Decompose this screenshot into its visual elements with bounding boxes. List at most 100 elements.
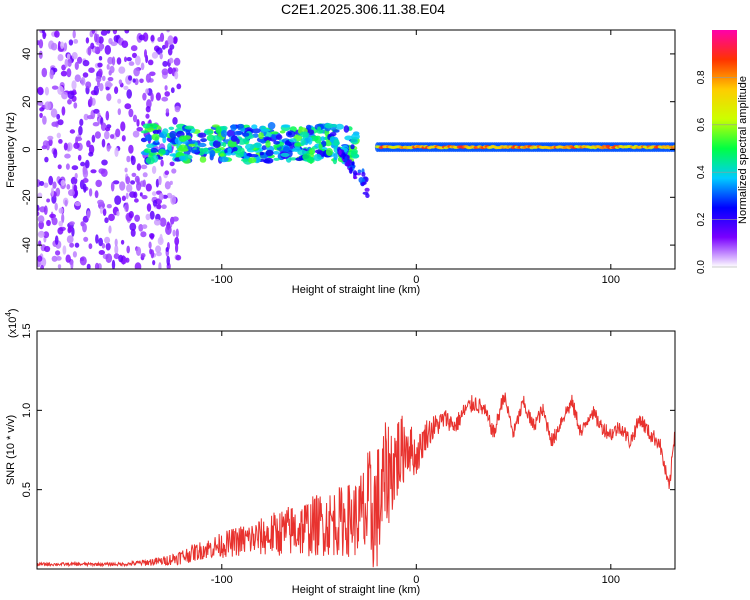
noise-cell [79,256,87,266]
colorbar-axis: 0.0 0.2 0.4 0.6 0.8 [696,70,737,274]
noise-cell [37,211,40,216]
y-tick-label: 0 [21,146,33,152]
band-cell [143,148,152,153]
band-cell [350,144,355,150]
noise-cell [114,147,119,158]
noise-cell [82,223,87,233]
noise-cell [72,30,76,39]
noise-cell [132,130,140,138]
noise-cell [142,92,147,101]
noise-cell [68,189,75,197]
noise-cell [128,61,135,66]
noise-cell [117,108,122,116]
y-tick-label: 40 [21,48,33,60]
noise-cell [72,251,77,258]
noise-cell [158,175,162,186]
noise-cell [108,38,113,45]
tail-cell [361,181,366,186]
noise-cell [85,159,90,169]
noise-cell [77,154,82,161]
noise-cell [113,253,120,260]
noise-cell [128,211,134,219]
band-cell [242,132,250,137]
colorbar-label: Normalized spectral amplitude [737,76,749,224]
noise-cell [162,60,168,67]
noise-cell [161,204,167,209]
noise-cell [51,187,54,197]
noise-cell [100,122,107,131]
noise-cell [157,236,164,246]
noise-cell [41,145,47,150]
noise-cell [43,231,50,239]
band-cell [351,149,358,155]
y-tick-label: -40 [21,237,33,253]
y-tick-label: -20 [21,189,33,205]
noise-cell [140,231,147,238]
noise-cell [151,165,157,174]
noise-cell [65,163,70,170]
band-cell [204,130,214,134]
band-cell [198,148,205,156]
noise-cell [121,40,129,48]
band-cell [351,133,360,140]
tail-cell [361,171,366,177]
noise-cell [58,139,63,144]
noise-cell [54,202,58,211]
band-cell [239,147,245,155]
noise-cell [99,206,104,214]
noise-cell [114,244,119,255]
noise-cell [37,40,40,46]
noise-cell [37,255,43,262]
noise-cell [106,82,113,88]
band-cell [281,124,291,128]
noise-cell [126,155,131,163]
colorbar-tick-label: 0.2 [696,212,707,226]
tail-cell [358,177,365,184]
colorbar: 0.0 0.2 0.4 0.6 0.8 Normalized spectral ampl… [696,30,749,274]
noise-cell [140,62,145,71]
noise-cell [109,65,115,74]
band-cell [188,143,196,147]
noise-cell [100,168,108,177]
noise-cell [42,115,47,125]
noise-cell [130,155,136,166]
noise-cell [98,36,104,44]
noise-cell [158,262,162,269]
line-core [672,144,675,148]
noise-cell [171,168,177,174]
noise-cell [111,259,116,269]
noise-cell [44,245,51,253]
noise-cell [86,263,91,269]
noise-cell [130,228,136,237]
noise-cell [165,225,172,235]
noise-cell [126,57,132,62]
multiplier-base: (x10 [7,317,19,338]
noise-cell [86,140,91,148]
band-cell [233,130,243,136]
noise-cell [44,156,49,163]
band-cell [169,130,177,139]
noise-cell [88,67,95,73]
noise-cell [175,242,179,253]
noise-cell [118,254,124,263]
noise-cell [61,106,66,116]
noise-cell [64,58,69,68]
noise-cell [97,68,103,77]
noise-cell [86,210,91,219]
noise-cell [164,85,168,91]
noise-cell [39,107,45,112]
noise-cell [125,192,129,200]
noise-cell [67,99,72,105]
noise-cell [73,142,80,149]
noise-cell [53,148,58,159]
band-cell [149,123,159,128]
x-tick-label: -100 [211,274,233,286]
band-cell [332,129,340,133]
noise-cell [94,190,99,199]
noise-cell [82,215,89,223]
noise-cell [64,199,68,207]
noise-cell [164,170,170,175]
noise-cell [141,195,148,200]
band-cell [199,156,207,163]
band-cell [289,157,298,161]
